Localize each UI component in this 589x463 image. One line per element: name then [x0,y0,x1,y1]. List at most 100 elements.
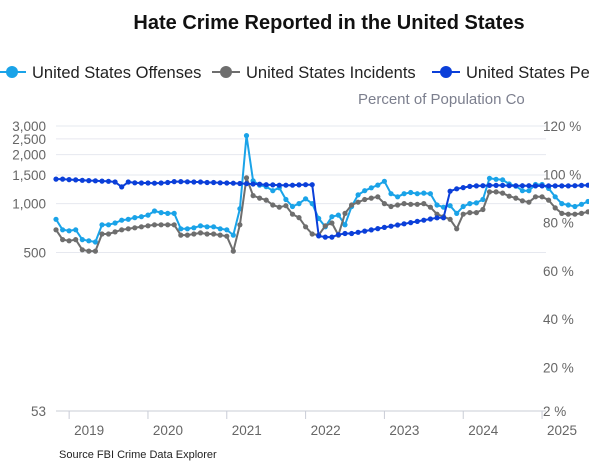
data-point [427,204,433,210]
data-point [375,182,381,188]
right-axis-title: Percent of Population Co [358,91,525,108]
data-point [132,215,138,221]
data-point [66,228,72,234]
legend: United States Offenses United States Inci… [0,64,589,82]
data-point [486,182,493,188]
data-point [486,175,493,181]
data-point [303,196,309,202]
data-point [303,182,309,188]
data-point [532,194,539,200]
data-point [184,226,190,232]
left-tick-label: 1,500 [12,168,46,183]
data-point [375,226,381,232]
data-point [342,222,348,228]
data-point [316,233,322,239]
data-point [434,215,440,221]
data-point [381,178,387,184]
data-point [217,232,223,238]
data-point [454,210,460,216]
left-tick-label: 2,000 [12,148,46,163]
data-point [362,188,368,194]
x-tick-label: 2024 [468,423,499,438]
data-point [119,217,125,223]
data-point [112,179,118,185]
data-point [53,216,59,222]
data-point [237,222,243,228]
data-point [112,220,118,226]
data-point [99,222,105,228]
data-point [375,194,381,200]
x-tick-label: 2019 [74,423,104,438]
data-point [355,229,361,235]
x-tick-label: 2022 [311,423,341,438]
data-point [171,210,177,216]
gridlines [56,125,546,412]
data-point [388,223,394,229]
data-point [467,210,473,216]
legend-item[interactable]: United States Percent of Population Cove… [432,64,589,82]
data-point [473,200,479,206]
data-point [250,181,256,187]
data-point [178,179,184,185]
legend-marker [6,66,18,78]
data-point [362,228,368,234]
data-point [388,191,394,197]
data-point [79,237,85,243]
data-point [329,234,335,240]
data-point [434,211,440,217]
legend-item[interactable]: United States Incidents [212,64,416,82]
data-point [309,182,315,188]
data-point [460,211,466,217]
data-point [506,193,512,199]
data-point [151,180,158,186]
data-point [112,229,118,235]
data-point [335,212,341,218]
data-point [303,224,309,230]
data-point [552,205,558,211]
data-point [145,223,151,229]
data-point [572,211,578,217]
data-point [381,201,387,207]
data-point [486,189,493,195]
left-tick-label: 500 [23,246,46,261]
data-point [296,215,302,221]
right-tick-label: 20 % [543,361,574,376]
right-tick-label: 80 % [543,216,574,231]
data-point [585,209,589,215]
data-point [105,178,112,184]
data-point [283,203,289,209]
data-point [414,201,420,207]
data-point [539,194,545,200]
data-point [546,197,552,203]
data-point [204,231,210,237]
data-point [138,214,144,220]
data-point [578,210,585,216]
data-point [526,188,532,194]
data-point [283,196,289,203]
data-point [73,177,79,183]
data-point [191,179,197,185]
data-point [421,190,427,196]
data-point [552,183,558,189]
data-point [119,227,125,233]
x-axis-ticks: 2019 2020 2021 2022 2023 2024 2025 [56,410,577,438]
data-point [526,183,532,189]
data-point [289,211,296,217]
data-point [237,180,243,187]
data-point [427,191,433,197]
data-point [263,197,269,203]
data-point [493,182,499,188]
data-point [447,188,453,194]
right-tick-label: 40 % [543,312,574,327]
legend-label: United States Offenses [32,64,201,82]
data-point [158,222,164,228]
data-point [388,203,394,210]
left-tick-label: 2,500 [12,132,46,147]
legend-item[interactable]: United States Offenses [0,64,201,82]
data-point [276,182,282,188]
data-point [500,190,506,196]
series-1 [53,133,589,245]
data-point [165,179,171,186]
data-point [460,203,466,210]
data-point [585,198,589,205]
